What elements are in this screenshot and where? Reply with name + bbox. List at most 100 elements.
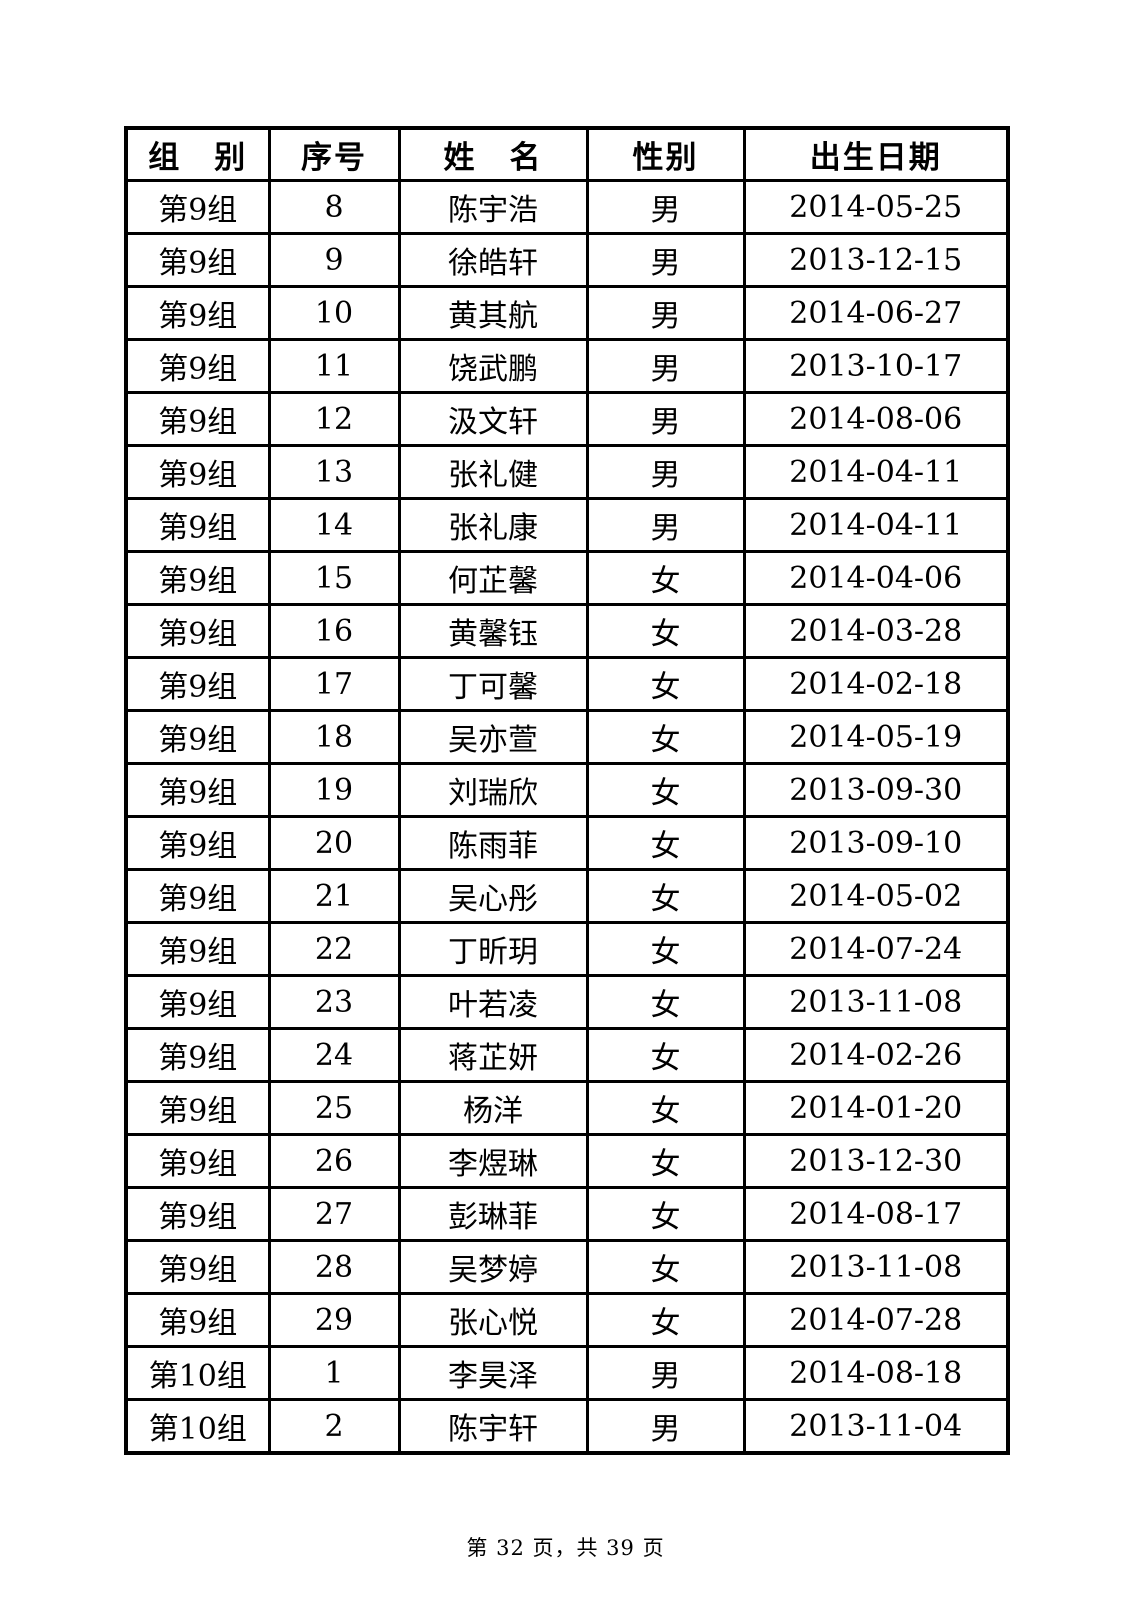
cell-index: 14 <box>267 497 401 553</box>
cell-group: 第9组 <box>124 868 271 924</box>
table-row: 第9组 29 张心悦女 2014-07-28 <box>124 1292 1010 1348</box>
cell-index: 15 <box>267 550 401 606</box>
table-row: 第9组 14 张礼康男 2014-04-11 <box>124 497 1010 553</box>
cell-name: 刘瑞欣 <box>397 762 589 818</box>
cell-gender: 女 <box>585 974 746 1030</box>
cell-birthdate: 2013-11-04 <box>742 1398 1010 1455</box>
cell-name: 陈宇浩 <box>397 179 589 235</box>
header-index: 序号 <box>267 126 401 182</box>
cell-birthdate: 2014-04-06 <box>742 550 1010 606</box>
cell-name: 汲文轩 <box>397 391 589 447</box>
cell-gender: 女 <box>585 603 746 659</box>
cell-name: 徐皓轩 <box>397 232 589 288</box>
header-gender: 性别 <box>585 126 746 182</box>
cell-index: 8 <box>267 179 401 235</box>
cell-birthdate: 2013-12-15 <box>742 232 1010 288</box>
cell-group: 第9组 <box>124 709 271 765</box>
cell-group: 第9组 <box>124 550 271 606</box>
table-row: 第9组 12 汲文轩男 2014-08-06 <box>124 391 1010 447</box>
cell-name: 张礼康 <box>397 497 589 553</box>
cell-gender: 男 <box>585 391 746 447</box>
cell-gender: 女 <box>585 1133 746 1189</box>
table-row: 第9组 15 何芷馨女 2014-04-06 <box>124 550 1010 606</box>
table-row: 第9组 25 杨洋女 2014-01-20 <box>124 1080 1010 1136</box>
cell-index: 25 <box>267 1080 401 1136</box>
cell-group: 第9组 <box>124 1239 271 1295</box>
cell-birthdate: 2013-09-30 <box>742 762 1010 818</box>
cell-birthdate: 2013-12-30 <box>742 1133 1010 1189</box>
cell-gender: 男 <box>585 285 746 341</box>
cell-birthdate: 2013-11-08 <box>742 1239 1010 1295</box>
table-row: 第9组 22 丁昕玥女 2014-07-24 <box>124 921 1010 977</box>
cell-index: 20 <box>267 815 401 871</box>
cell-group: 第9组 <box>124 391 271 447</box>
table-row: 第9组 26 李煜琳女 2013-12-30 <box>124 1133 1010 1189</box>
cell-group: 第9组 <box>124 921 271 977</box>
cell-birthdate: 2014-07-28 <box>742 1292 1010 1348</box>
cell-name: 黄馨钰 <box>397 603 589 659</box>
cell-gender: 女 <box>585 815 746 871</box>
cell-birthdate: 2014-07-24 <box>742 921 1010 977</box>
cell-index: 29 <box>267 1292 401 1348</box>
table-row: 第9组 21 吴心彤女 2014-05-02 <box>124 868 1010 924</box>
cell-index: 19 <box>267 762 401 818</box>
cell-index: 9 <box>267 232 401 288</box>
page-number-footer: 第 32 页，共 39 页 <box>466 1536 665 1560</box>
cell-index: 27 <box>267 1186 401 1242</box>
table-row: 第9组 11 饶武鹏男 2013-10-17 <box>124 338 1010 394</box>
cell-birthdate: 2014-08-06 <box>742 391 1010 447</box>
cell-group: 第10组 <box>124 1345 271 1401</box>
cell-index: 22 <box>267 921 401 977</box>
cell-gender: 男 <box>585 1398 746 1455</box>
cell-group: 第10组 <box>124 1398 271 1455</box>
table-row: 第9组 24 蒋芷妍女 2014-02-26 <box>124 1027 1010 1083</box>
table-row: 第9组 8 陈宇浩男 2014-05-25 <box>124 179 1010 235</box>
cell-index: 18 <box>267 709 401 765</box>
table-row: 第9组 27 彭琳菲女 2014-08-17 <box>124 1186 1010 1242</box>
cell-name: 陈宇轩 <box>397 1398 589 1455</box>
cell-gender: 女 <box>585 1080 746 1136</box>
cell-group: 第9组 <box>124 232 271 288</box>
cell-birthdate: 2014-02-26 <box>742 1027 1010 1083</box>
table-row: 第9组 20 陈雨菲女 2013-09-10 <box>124 815 1010 871</box>
cell-birthdate: 2013-09-10 <box>742 815 1010 871</box>
cell-name: 何芷馨 <box>397 550 589 606</box>
cell-name: 张礼健 <box>397 444 589 500</box>
cell-group: 第9组 <box>124 603 271 659</box>
cell-name: 吴心彤 <box>397 868 589 924</box>
cell-birthdate: 2013-11-08 <box>742 974 1010 1030</box>
cell-birthdate: 2014-02-18 <box>742 656 1010 712</box>
cell-group: 第9组 <box>124 974 271 1030</box>
cell-group: 第9组 <box>124 1186 271 1242</box>
table-row: 第10组 2 陈宇轩男 2013-11-04 <box>124 1398 1010 1455</box>
cell-birthdate: 2014-04-11 <box>742 497 1010 553</box>
table-row: 第9组 10 黄其航男 2014-06-27 <box>124 285 1010 341</box>
cell-index: 23 <box>267 974 401 1030</box>
cell-group: 第9组 <box>124 815 271 871</box>
cell-birthdate: 2014-03-28 <box>742 603 1010 659</box>
cell-name: 李昊泽 <box>397 1345 589 1401</box>
header-group: 组 别 <box>124 126 271 182</box>
cell-gender: 女 <box>585 1239 746 1295</box>
cell-birthdate: 2014-08-18 <box>742 1345 1010 1401</box>
cell-name: 吴亦萱 <box>397 709 589 765</box>
cell-name: 蒋芷妍 <box>397 1027 589 1083</box>
cell-name: 丁可馨 <box>397 656 589 712</box>
table-body: 第9组 8 陈宇浩男 2014-05-25 第9组 9 徐皓轩男 2013-12-15 第9组 1… <box>124 179 1010 1455</box>
cell-name: 彭琳菲 <box>397 1186 589 1242</box>
cell-gender: 男 <box>585 1345 746 1401</box>
cell-index: 26 <box>267 1133 401 1189</box>
cell-gender: 女 <box>585 1292 746 1348</box>
cell-group: 第9组 <box>124 1133 271 1189</box>
cell-index: 21 <box>267 868 401 924</box>
cell-name: 张心悦 <box>397 1292 589 1348</box>
cell-group: 第9组 <box>124 497 271 553</box>
cell-index: 13 <box>267 444 401 500</box>
cell-gender: 女 <box>585 921 746 977</box>
cell-group: 第9组 <box>124 1080 271 1136</box>
cell-birthdate: 2014-05-19 <box>742 709 1010 765</box>
cell-gender: 女 <box>585 656 746 712</box>
cell-name: 黄其航 <box>397 285 589 341</box>
cell-index: 24 <box>267 1027 401 1083</box>
